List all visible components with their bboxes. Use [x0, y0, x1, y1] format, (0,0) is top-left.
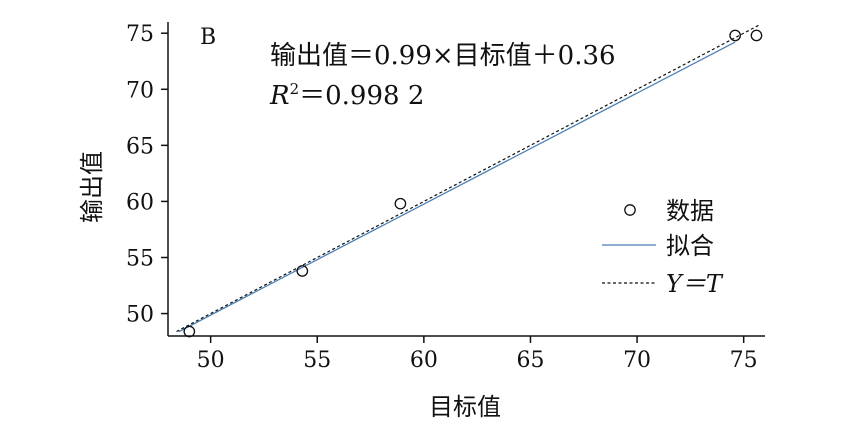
x-tick-label: 65 — [516, 348, 544, 373]
x-tick-label: 55 — [303, 348, 331, 373]
legend-marker-circle — [624, 204, 636, 216]
x-tick-label: 60 — [410, 348, 438, 373]
legend-label: 拟合 — [666, 232, 714, 260]
x-tick-label: 50 — [197, 348, 225, 373]
r-squared-superscript: 2 — [290, 80, 300, 98]
y-tick-label: 55 — [126, 247, 154, 272]
panel-label: B — [200, 25, 216, 50]
fit-line — [178, 41, 736, 333]
y-tick-label: 50 — [126, 303, 154, 328]
r-squared-symbol: R — [269, 81, 290, 111]
legend-label: 数据 — [666, 197, 714, 225]
axes: 50 55 60 65 70 75 50 55 60 65 70 75 — [126, 22, 765, 373]
x-tick-label: 70 — [623, 348, 651, 373]
y-tick-label: 75 — [126, 22, 154, 47]
x-tick-label: 75 — [730, 348, 758, 373]
data-point — [394, 197, 407, 210]
y-tick-label: 65 — [126, 134, 154, 159]
plot-area — [176, 24, 763, 338]
y-tick-label: 60 — [126, 190, 154, 215]
r-squared-value: ＝0.998 2 — [299, 81, 424, 111]
data-point — [750, 29, 763, 42]
y-axis-title: 输出值 — [78, 151, 106, 223]
equation-annotation: 输出值＝0.99×目标值＋0.36 — [270, 41, 616, 71]
data-point — [296, 265, 309, 277]
y-tick-label: 70 — [126, 78, 154, 103]
x-axis-title: 目标值 — [429, 393, 501, 421]
data-point — [729, 29, 742, 42]
data-point — [183, 325, 196, 338]
legend-label: Y＝T — [666, 270, 724, 298]
r-squared-annotation: R2＝0.998 2 — [269, 80, 424, 111]
